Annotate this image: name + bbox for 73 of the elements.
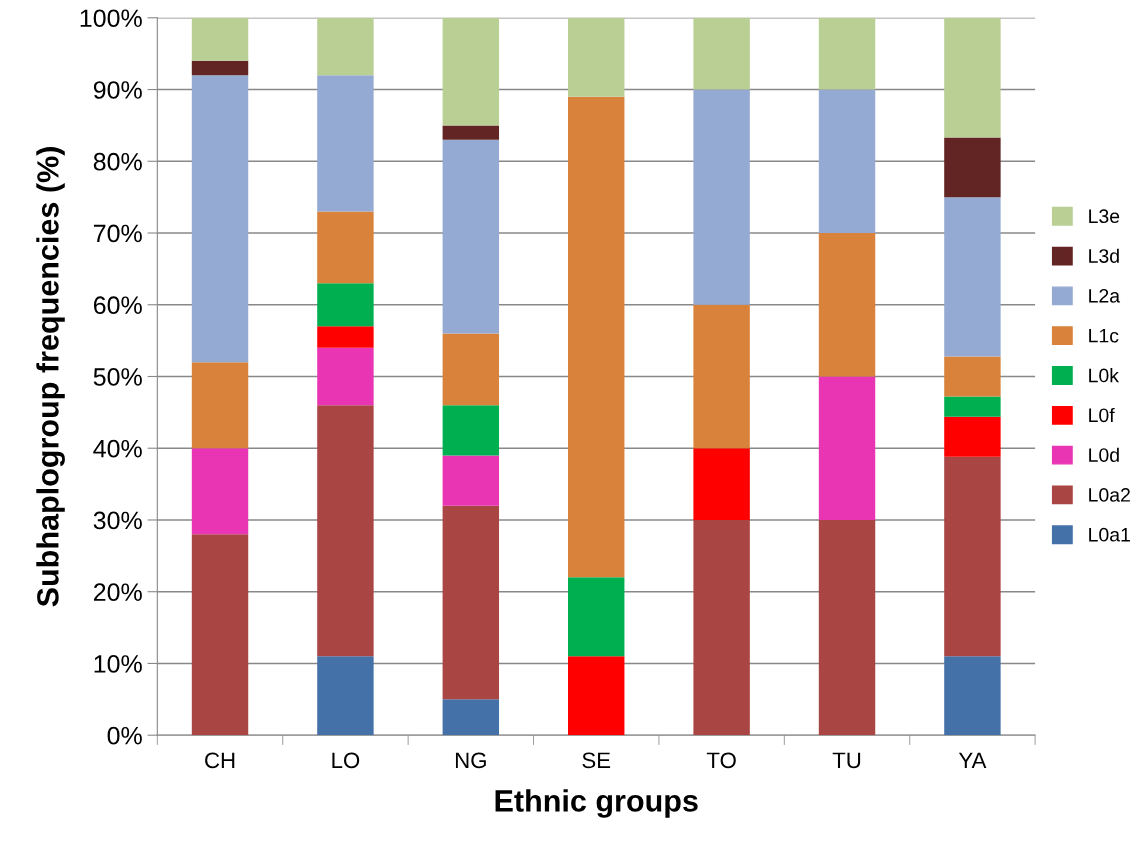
bar — [442, 333, 500, 406]
legend-label: L3e — [1089, 209, 1120, 224]
bar — [818, 376, 876, 520]
bar — [191, 75, 249, 363]
legend-label: L0a2 — [1089, 488, 1130, 502]
bar — [944, 17, 1001, 138]
y-tick-label: 60% — [93, 296, 142, 315]
bar — [191, 534, 249, 736]
bar — [442, 699, 500, 736]
y-tick-label: 10% — [94, 655, 142, 673]
bar — [317, 75, 374, 212]
bar — [818, 519, 876, 736]
y-tick-label: 30% — [93, 511, 142, 530]
bar — [191, 17, 249, 61]
bar — [442, 125, 500, 140]
bar — [191, 362, 249, 449]
bar — [944, 416, 1001, 457]
x-tick-label: CH — [205, 752, 235, 769]
bar — [568, 656, 625, 736]
legend-label: L1c — [1089, 328, 1119, 343]
bar — [944, 396, 1001, 417]
bar — [818, 233, 876, 377]
y-tick-label: 90% — [93, 81, 142, 99]
y-tick-label: 50% — [93, 368, 142, 386]
bar — [317, 17, 374, 76]
bar — [191, 448, 249, 535]
y-tick-label: 20% — [93, 583, 142, 602]
x-axis-title: Ethnic groups — [495, 789, 698, 818]
bar — [191, 60, 249, 76]
bar — [442, 455, 500, 506]
bar — [442, 405, 500, 456]
bar — [317, 211, 374, 284]
x-tick-label: NG — [455, 752, 486, 769]
y-tick-label: 70% — [93, 224, 142, 243]
y-axis-title: Subhaplogroup frequencies (%) — [36, 147, 65, 607]
legend-label: L0f — [1089, 407, 1115, 423]
bar — [693, 89, 750, 305]
bar — [818, 89, 876, 234]
legend-label: L3d — [1089, 248, 1119, 263]
y-tick-label: 0% — [107, 726, 142, 745]
x-tick-label: LO — [332, 752, 360, 769]
bar — [568, 17, 625, 97]
bar — [818, 17, 876, 90]
legend-label: L0a1 — [1089, 527, 1130, 542]
bar — [693, 519, 750, 736]
bar — [442, 139, 500, 334]
y-tick-label: 100% — [80, 9, 142, 28]
bar — [944, 356, 1001, 397]
bar — [317, 656, 374, 736]
bar — [693, 17, 750, 90]
x-tick-label: SE — [582, 752, 611, 769]
bar — [944, 656, 1001, 736]
legend-label: L0k — [1089, 368, 1119, 383]
bar — [944, 197, 1001, 357]
legend-label: L0d — [1089, 447, 1119, 462]
bar — [568, 96, 625, 578]
bar — [693, 448, 750, 520]
x-tick-label: TU — [832, 752, 861, 769]
x-tick-label: TO — [706, 752, 736, 769]
legend-label: L2a — [1089, 288, 1121, 303]
bar — [693, 304, 750, 449]
x-tick-label: YA — [958, 752, 987, 768]
y-tick-label: 80% — [93, 152, 142, 171]
bar — [317, 283, 374, 327]
bar — [944, 137, 1001, 198]
bar — [944, 456, 1001, 657]
bar — [317, 405, 374, 657]
y-tick-label: 40% — [93, 439, 142, 458]
bar — [317, 347, 374, 406]
bar — [568, 577, 625, 657]
bar — [317, 326, 374, 348]
bar — [442, 505, 500, 700]
bar — [442, 17, 500, 126]
